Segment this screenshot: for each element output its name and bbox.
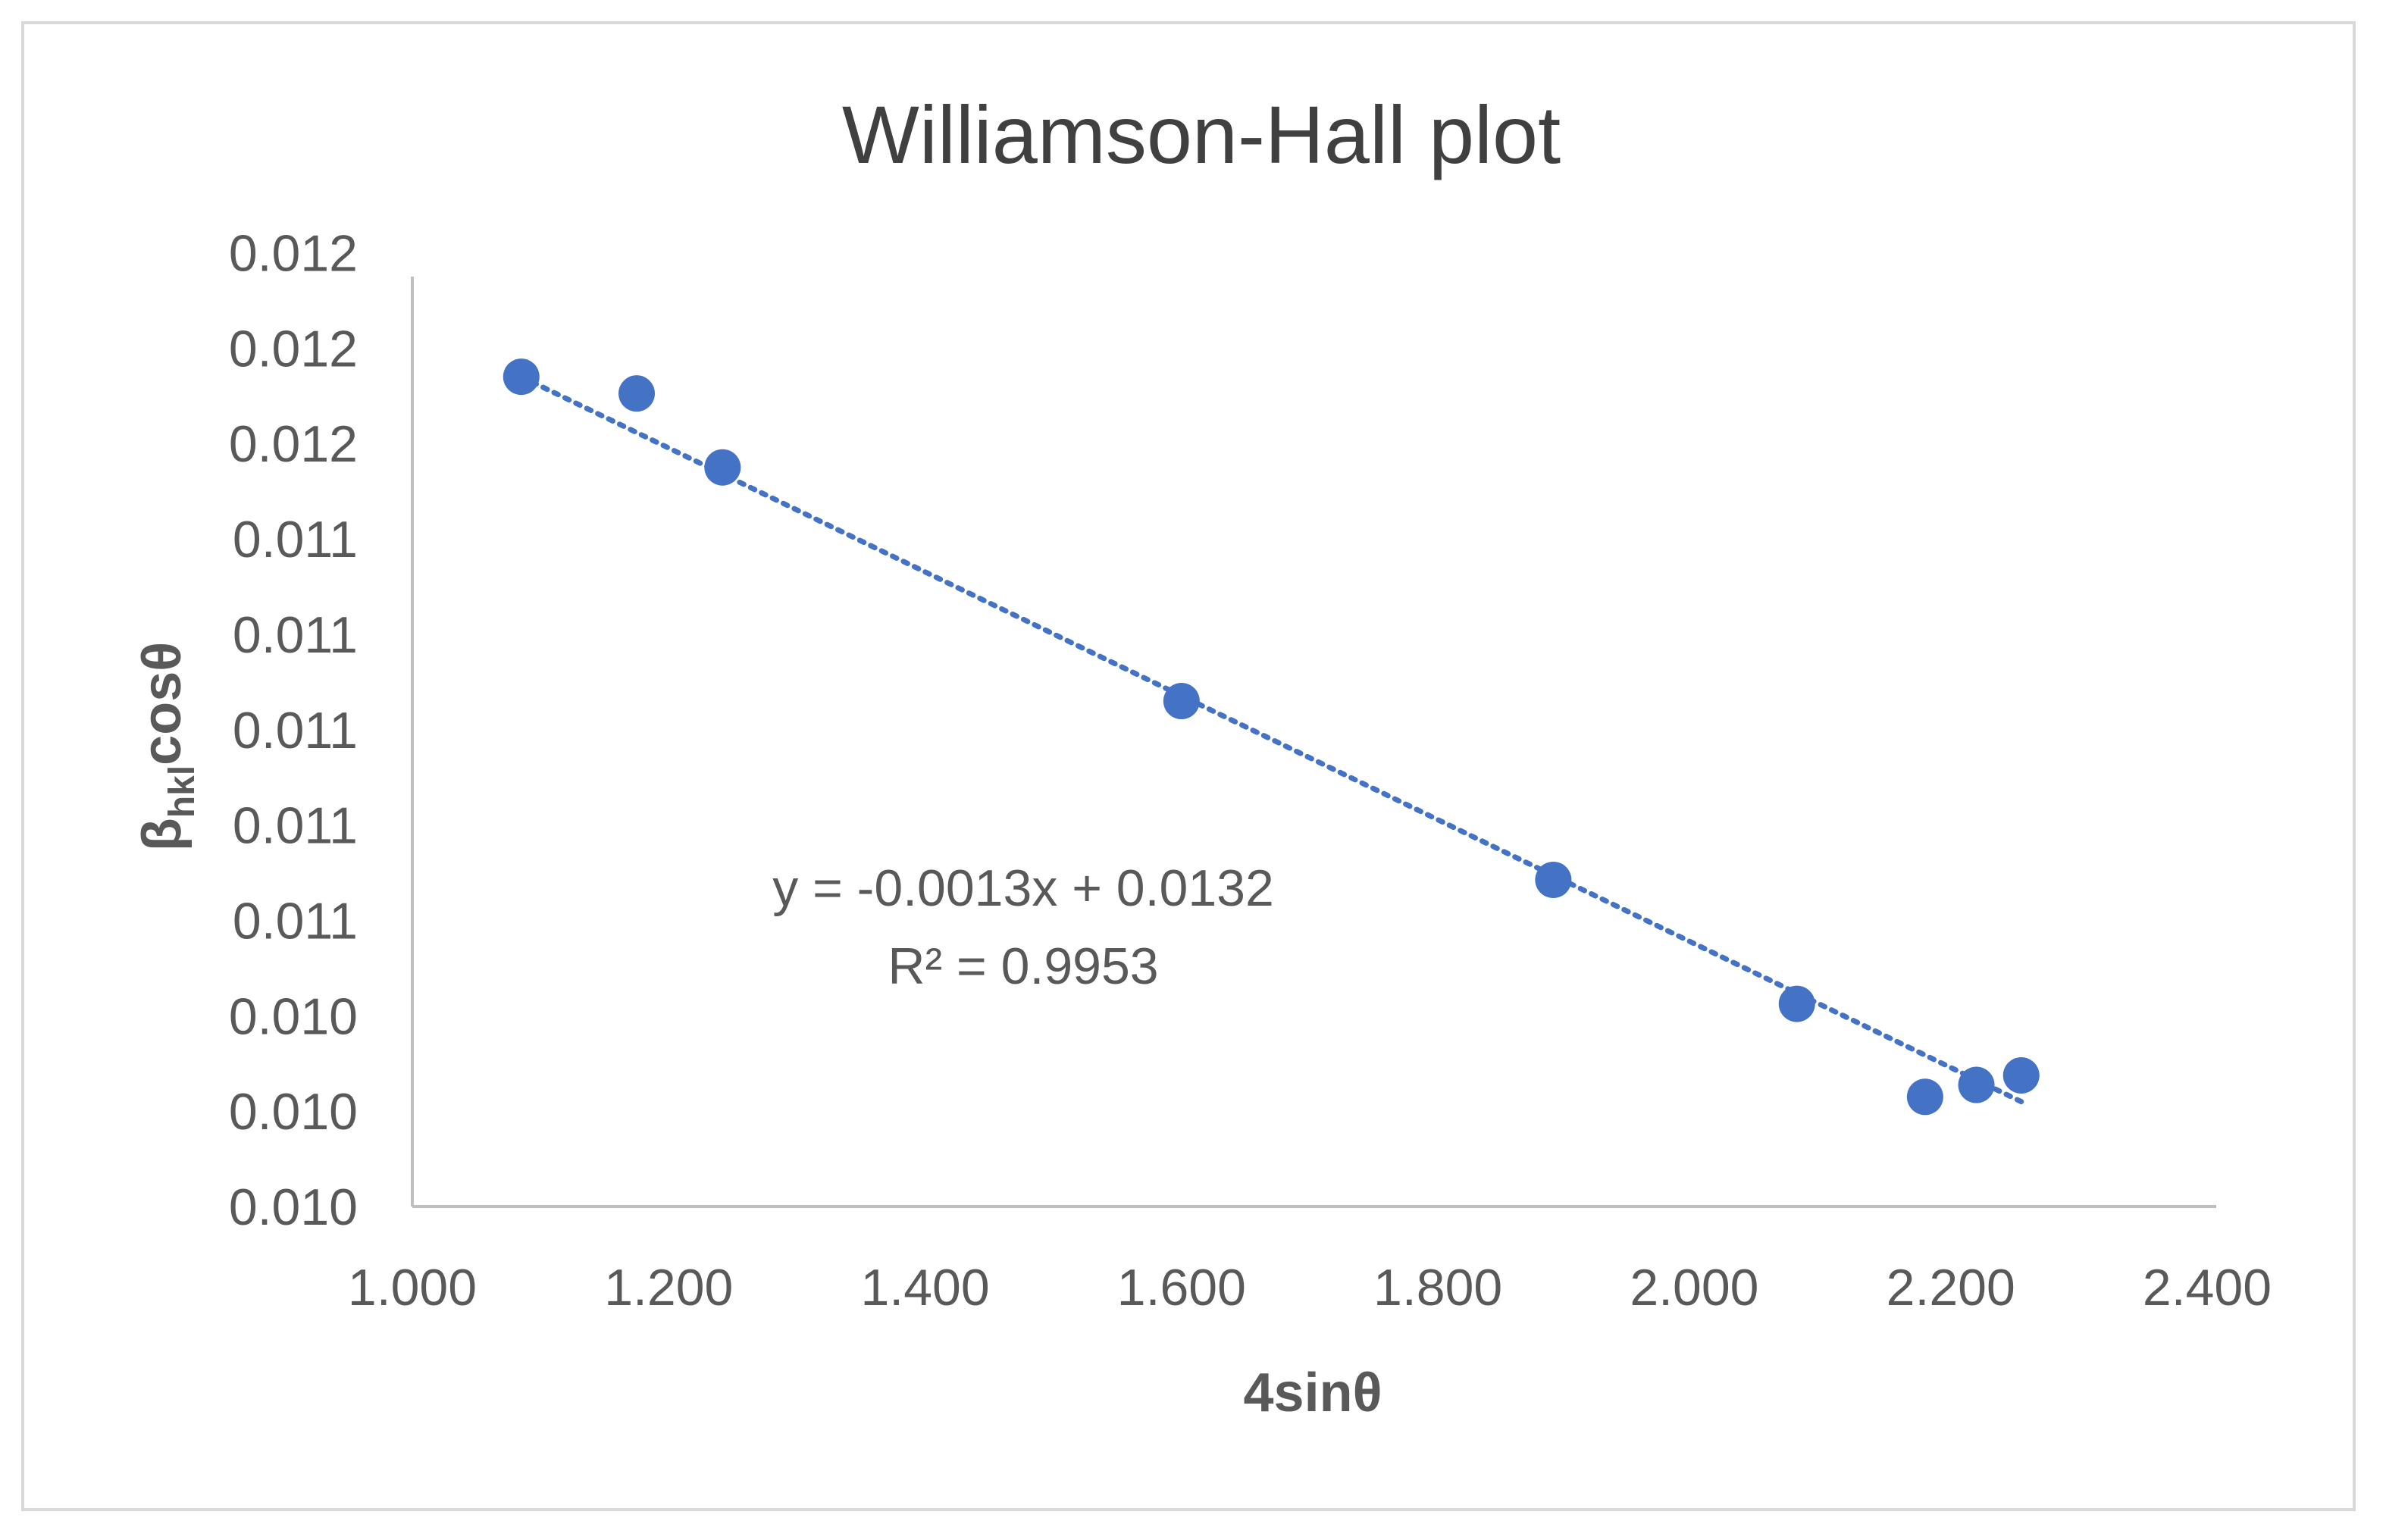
- x-tick-label: 1.800: [1373, 1259, 1502, 1316]
- chart-frame: [21, 21, 2356, 1511]
- y-tick-labels: 0.010 0.010 0.010 0.011 0.011 0.011 0.011 0.011…: [229, 225, 358, 1236]
- y-tick-label: 0.010: [229, 1178, 358, 1236]
- chart-title: Williamson-Hall plot: [842, 89, 1561, 180]
- y-tick-label: 0.012: [229, 225, 358, 283]
- y-tick-label: 0.011: [233, 797, 358, 855]
- y-tick-label: 0.010: [229, 1083, 358, 1141]
- data-point: [1163, 683, 1200, 720]
- data-point: [1958, 1066, 1995, 1103]
- r-squared-label: R² = 0.9953: [888, 937, 1158, 995]
- data-point: [704, 449, 741, 486]
- x-tick-label: 2.200: [1887, 1259, 2015, 1316]
- y-tick-label: 0.012: [229, 415, 358, 473]
- x-tick-label: 1.600: [1117, 1259, 1246, 1316]
- y-axis-title-tail: cosθ: [132, 642, 193, 765]
- x-tick-label: 1.000: [348, 1259, 477, 1316]
- y-axis-title: βhklcosθ: [132, 642, 202, 851]
- y-tick-label: 0.011: [233, 702, 358, 759]
- y-tick-label: 0.011: [233, 892, 358, 950]
- data-point: [618, 375, 655, 412]
- y-tick-label: 0.010: [229, 988, 358, 1045]
- y-tick-label: 0.011: [233, 511, 358, 568]
- x-tick-labels: 1.000 1.200 1.400 1.600 1.800 2.000 2.200 2.400: [348, 1259, 2272, 1316]
- y-tick-label: 0.012: [229, 320, 358, 377]
- x-tick-label: 1.200: [604, 1259, 733, 1316]
- data-point: [1778, 985, 1815, 1022]
- y-tick-label: 0.011: [233, 606, 358, 664]
- trendline: [518, 374, 2024, 1105]
- data-point: [2002, 1056, 2040, 1094]
- x-tick-label: 1.400: [860, 1259, 989, 1316]
- x-axis-title: 4sinθ: [1244, 1363, 1382, 1423]
- y-axis-title-sub: hkl: [162, 765, 202, 818]
- x-tick-label: 2.000: [1630, 1259, 1758, 1316]
- data-points: [503, 358, 2040, 1116]
- trendline-equation: y = -0.0013x + 0.0132: [772, 859, 1274, 917]
- data-point: [503, 358, 540, 396]
- data-point: [1906, 1078, 1943, 1116]
- y-axis-title-main: β: [132, 818, 193, 851]
- x-tick-label: 2.400: [2143, 1259, 2272, 1316]
- data-point: [1535, 861, 1572, 898]
